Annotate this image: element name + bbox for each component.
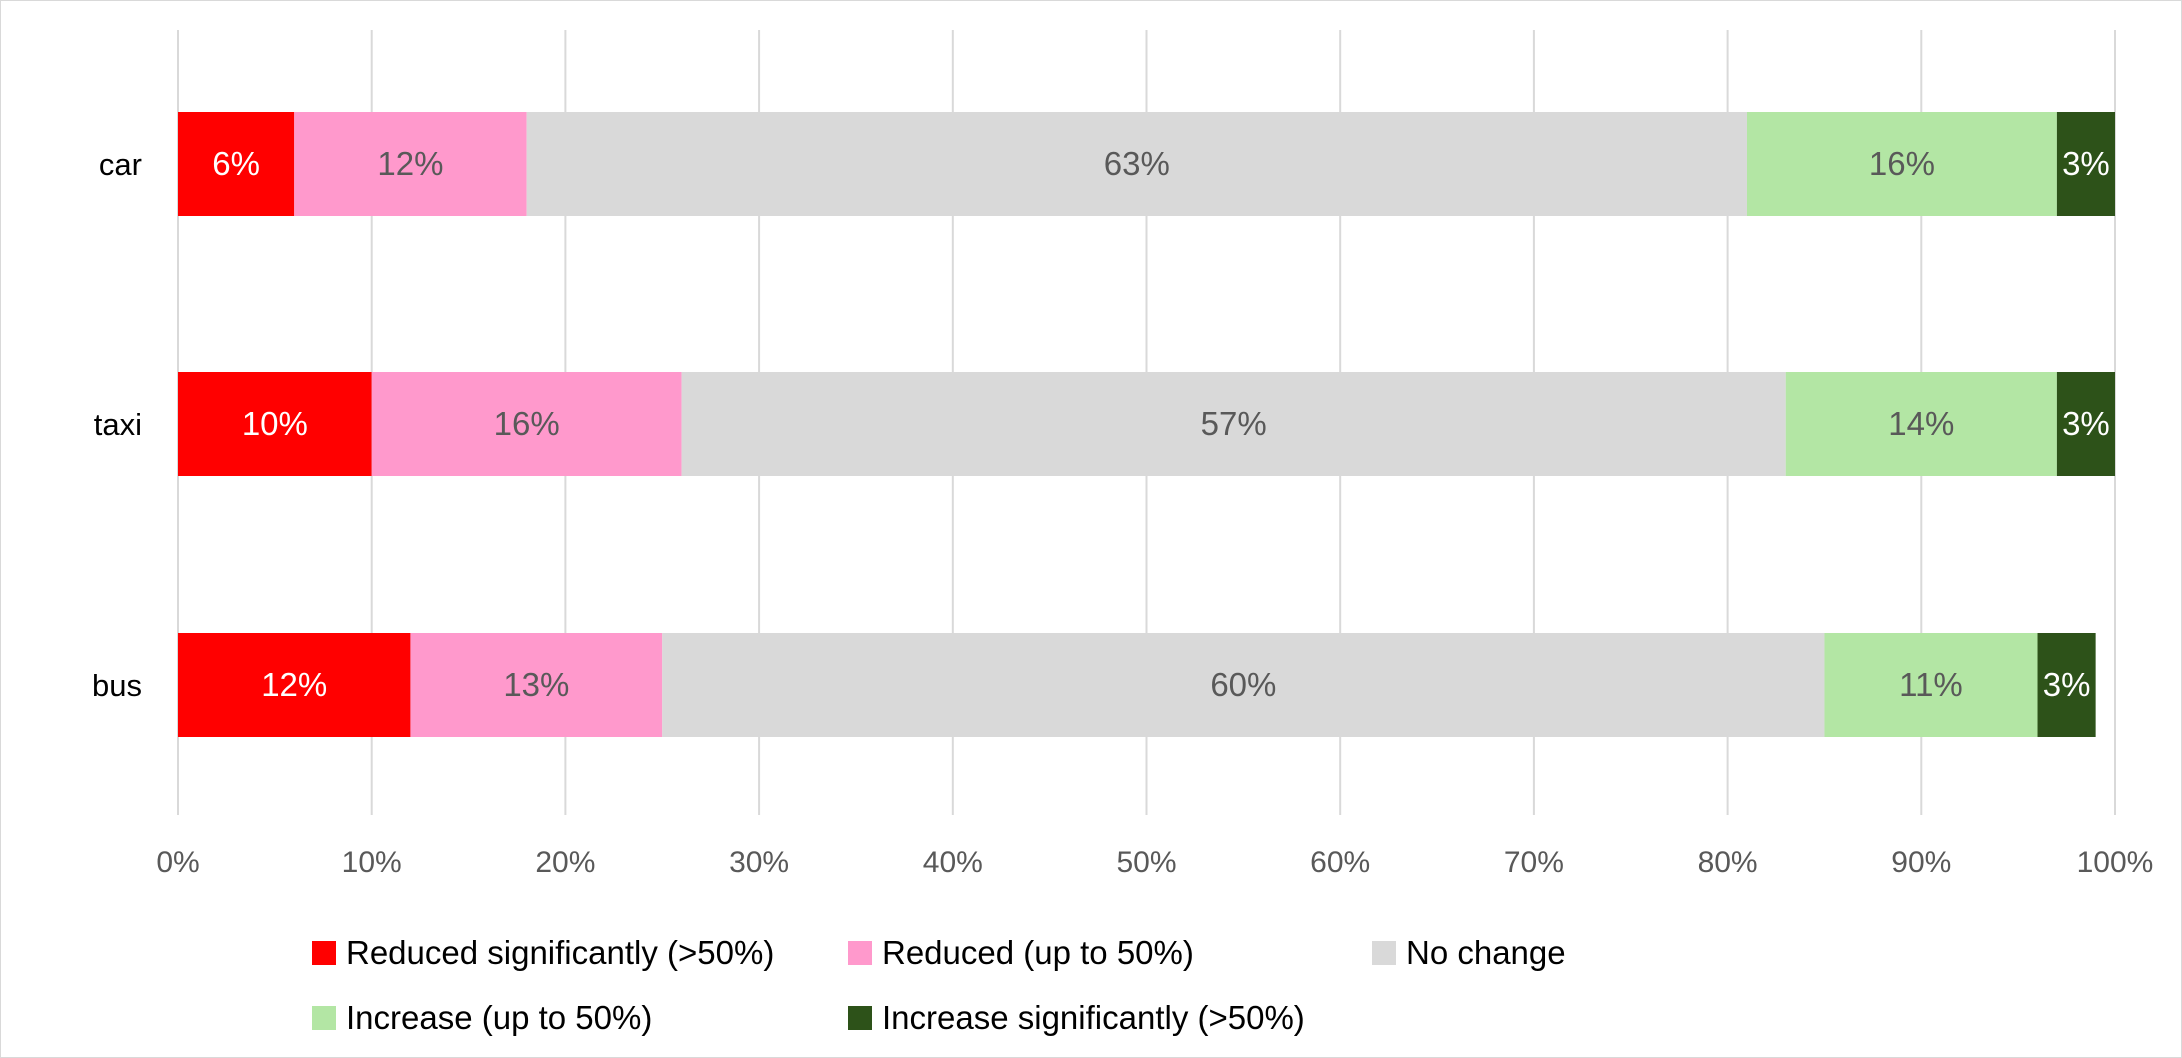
x-tick-label: 40% (923, 846, 983, 879)
legend-swatch (312, 1006, 336, 1030)
legend: Reduced significantly (>50%) Reduced (up … (312, 934, 1566, 1036)
data-label: 57% (1201, 405, 1267, 442)
legend-swatch (1372, 941, 1396, 965)
legend-swatch (848, 941, 872, 965)
bar-segment (178, 633, 411, 737)
data-label: 11% (1899, 666, 1963, 703)
bar-segment (294, 112, 527, 216)
data-label: 16% (1869, 145, 1935, 182)
x-tick-label: 60% (1310, 846, 1370, 879)
category-labels: car taxi bus (92, 147, 142, 703)
data-label: 63% (1104, 145, 1170, 182)
legend-label: Increase (up to 50%) (346, 999, 652, 1036)
bar-segment (1746, 112, 2057, 216)
x-tick-label: 30% (729, 846, 789, 879)
x-tick-label: 50% (1116, 846, 1176, 879)
data-label: 12% (377, 145, 443, 182)
bar-segment (681, 372, 1786, 476)
category-label: taxi (94, 407, 142, 442)
bar-segment (178, 372, 372, 476)
bar-segment (526, 112, 1747, 216)
bar-segment (410, 633, 663, 737)
x-tick-label: 100% (2077, 846, 2154, 879)
x-tick-label: 90% (1891, 846, 1951, 879)
x-tick-label: 20% (535, 846, 595, 879)
bar-segment (2037, 633, 2096, 737)
x-tick-label: 70% (1504, 846, 1564, 879)
data-label: 3% (2043, 666, 2091, 703)
legend-swatch (312, 941, 336, 965)
bar-segment (371, 372, 682, 476)
bar-segment (662, 633, 1825, 737)
data-label: 14% (1888, 405, 1954, 442)
legend-label: Reduced (up to 50%) (882, 934, 1194, 971)
category-label: bus (92, 668, 142, 703)
x-axis-tick-labels: 0% 10% 20% 30% 40% 50% 60% 70% 80% 90% 100% (156, 846, 2153, 879)
bar-segment (178, 112, 295, 216)
legend-label: Increase significantly (>50%) (882, 999, 1305, 1036)
data-label: 3% (2062, 145, 2110, 182)
legend-swatch (848, 1006, 872, 1030)
data-label: 6% (212, 145, 260, 182)
bar-segment (2056, 112, 2115, 216)
data-label: 10% (242, 405, 308, 442)
x-tick-label: 0% (156, 846, 199, 879)
legend-label: Reduced significantly (>50%) (346, 934, 774, 971)
bar-segment (1824, 633, 2038, 737)
bar-segment (2056, 372, 2115, 476)
bars-layer: 6% 12% 63% 16% 3% 10% 16% 57% 14% 3% 12% 13% 60% 11% 3… (178, 112, 2115, 737)
data-label: 12% (261, 666, 327, 703)
data-label: 60% (1210, 666, 1276, 703)
data-label: 13% (503, 666, 569, 703)
x-tick-label: 80% (1698, 846, 1758, 879)
legend-label: No change (1406, 934, 1566, 971)
x-tick-label: 10% (342, 846, 402, 879)
data-label: 16% (494, 405, 560, 442)
bar-segment (1785, 372, 2057, 476)
category-label: car (99, 147, 142, 182)
data-label: 3% (2062, 405, 2110, 442)
